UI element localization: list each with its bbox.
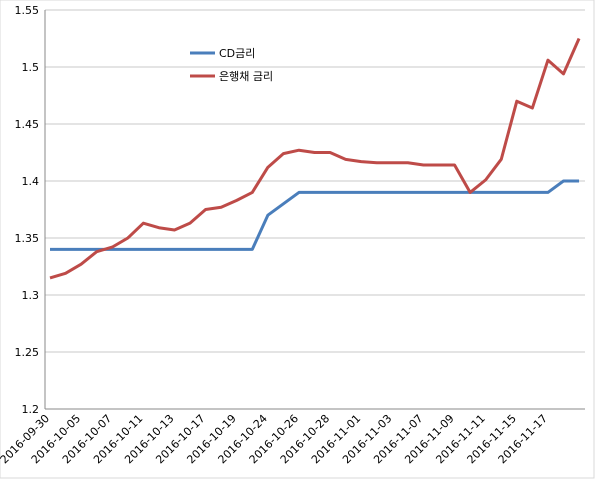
y-tick-label: 1.5: [22, 61, 40, 74]
series-line: [49, 37, 581, 280]
y-tick-label: 1.3: [22, 289, 40, 302]
y-tick-label: 1.2: [22, 403, 40, 416]
legend-label: 은행채 금리: [219, 70, 273, 83]
y-tick-label: 1.4: [22, 175, 40, 188]
y-tick-label: 1.45: [15, 118, 40, 131]
y-tick-label: 1.55: [15, 4, 40, 17]
legend-label: CD금리: [219, 47, 255, 60]
y-tick-label: 1.35: [15, 232, 40, 245]
series-line: [50, 179, 580, 251]
y-tick-label: 1.25: [15, 346, 40, 359]
